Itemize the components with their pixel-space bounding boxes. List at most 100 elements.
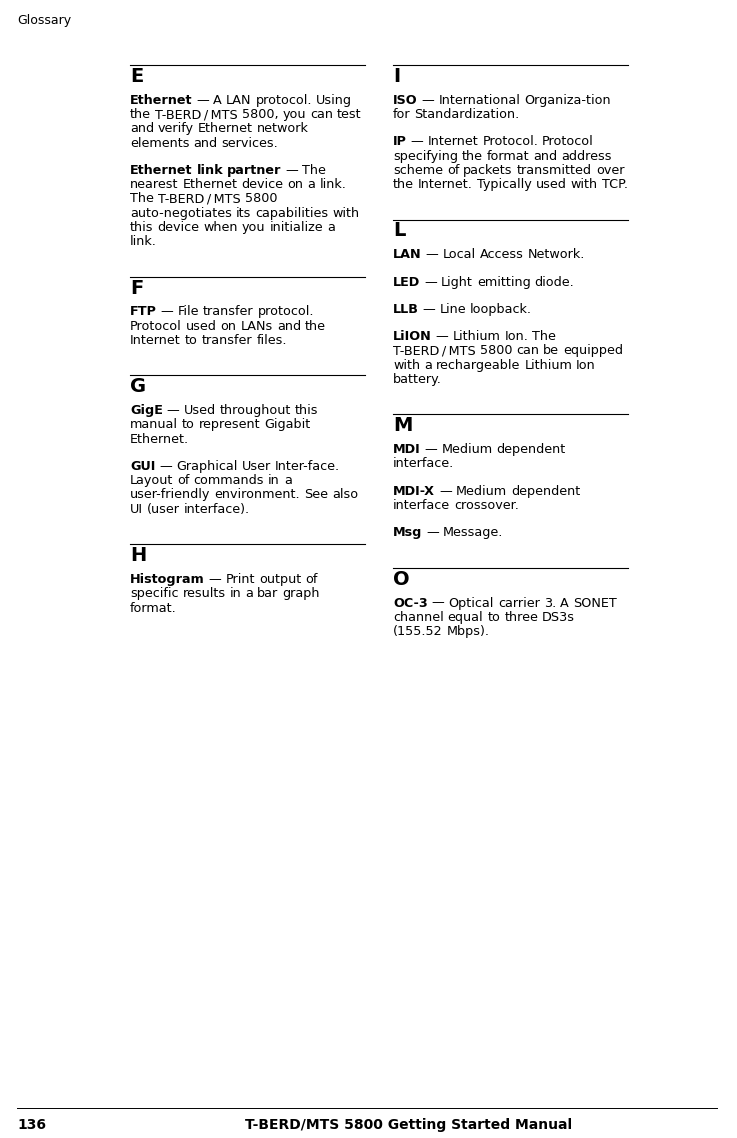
Text: elements: elements — [130, 137, 189, 149]
Text: G: G — [130, 378, 146, 396]
Text: Ethernet: Ethernet — [198, 123, 253, 135]
Text: UI: UI — [130, 503, 143, 516]
Text: this: this — [130, 221, 153, 234]
Text: —: — — [411, 135, 424, 148]
Text: carrier: carrier — [498, 596, 539, 610]
Text: International: International — [439, 93, 520, 107]
Text: —: — — [426, 248, 439, 262]
Text: equal: equal — [448, 611, 483, 624]
Text: emitting: emitting — [477, 275, 531, 289]
Text: The: The — [532, 330, 556, 344]
Text: interface).: interface). — [184, 503, 251, 516]
Text: transfer: transfer — [202, 333, 252, 347]
Text: The: The — [302, 164, 326, 176]
Text: —: — — [439, 485, 452, 497]
Text: Layout: Layout — [130, 475, 173, 487]
Text: —: — — [432, 596, 444, 610]
Text: (155.52: (155.52 — [393, 625, 443, 638]
Text: be: be — [543, 345, 559, 357]
Text: nearest: nearest — [130, 179, 178, 191]
Text: T-BERD / MTS: T-BERD / MTS — [393, 345, 476, 357]
Text: Standardization.: Standardization. — [415, 108, 520, 121]
Text: —: — — [197, 93, 209, 107]
Text: Internet.: Internet. — [418, 179, 473, 191]
Text: in: in — [230, 587, 242, 600]
Text: Light: Light — [441, 275, 473, 289]
Text: Ion: Ion — [576, 358, 596, 372]
Text: the: the — [393, 179, 414, 191]
Text: transmitted: transmitted — [517, 164, 592, 176]
Text: used: used — [536, 179, 567, 191]
Text: and: and — [534, 149, 558, 163]
Text: initialize: initialize — [270, 221, 323, 234]
Text: —: — — [425, 443, 438, 456]
Text: DS3s: DS3s — [542, 611, 575, 624]
Text: of: of — [305, 574, 318, 586]
Text: on: on — [220, 320, 237, 332]
Text: and: and — [194, 137, 217, 149]
Text: L: L — [393, 222, 405, 240]
Text: output: output — [259, 574, 301, 586]
Text: Medium: Medium — [455, 485, 507, 497]
Text: results: results — [183, 587, 226, 600]
Text: Optical: Optical — [449, 596, 494, 610]
Text: test: test — [337, 108, 362, 121]
Text: T-BERD/MTS 5800 Getting Started Manual: T-BERD/MTS 5800 Getting Started Manual — [245, 1118, 572, 1132]
Text: also: also — [332, 488, 358, 502]
Text: —: — — [159, 460, 172, 473]
Text: (user: (user — [147, 503, 180, 516]
Text: protocol.: protocol. — [256, 93, 312, 107]
Text: the: the — [130, 108, 151, 121]
Text: Local: Local — [442, 248, 475, 262]
Text: LAN: LAN — [226, 93, 251, 107]
Text: —: — — [285, 164, 298, 176]
Text: —: — — [161, 305, 174, 319]
Text: Used: Used — [184, 404, 216, 418]
Text: Glossary: Glossary — [17, 14, 71, 27]
Text: the: the — [462, 149, 483, 163]
Text: Ethernet: Ethernet — [183, 179, 237, 191]
Text: diode.: diode. — [534, 275, 574, 289]
Text: Histogram: Histogram — [130, 574, 205, 586]
Text: a: a — [307, 179, 315, 191]
Text: Gigabit: Gigabit — [265, 419, 311, 431]
Text: when: when — [203, 221, 238, 234]
Text: interface.: interface. — [393, 457, 454, 470]
Text: T-BERD / MTS: T-BERD / MTS — [155, 108, 238, 121]
Text: GUI: GUI — [130, 460, 156, 473]
Text: GigE: GigE — [130, 404, 163, 418]
Text: bar: bar — [257, 587, 279, 600]
Text: throughout: throughout — [220, 404, 291, 418]
Text: Inter-face.: Inter-face. — [275, 460, 340, 473]
Text: equipped: equipped — [563, 345, 624, 357]
Text: Network.: Network. — [528, 248, 584, 262]
Text: Medium: Medium — [441, 443, 492, 456]
Text: FTP: FTP — [130, 305, 157, 319]
Text: graph: graph — [282, 587, 320, 600]
Text: verify: verify — [158, 123, 194, 135]
Text: specific: specific — [130, 587, 178, 600]
Text: for: for — [393, 108, 411, 121]
Text: —: — — [423, 303, 436, 316]
Text: manual: manual — [130, 419, 178, 431]
Text: can: can — [516, 345, 539, 357]
Text: channel: channel — [393, 611, 444, 624]
Text: 3.: 3. — [544, 596, 556, 610]
Text: A: A — [213, 93, 222, 107]
Text: SONET: SONET — [573, 596, 616, 610]
Text: three: three — [504, 611, 538, 624]
Text: M: M — [393, 417, 413, 435]
Text: Internet: Internet — [130, 333, 181, 347]
Text: LANs: LANs — [240, 320, 273, 332]
Text: MDI: MDI — [393, 443, 421, 456]
Text: of: of — [447, 164, 459, 176]
Text: capabilities: capabilities — [255, 207, 329, 220]
Text: LiION: LiION — [393, 330, 432, 344]
Text: services.: services. — [222, 137, 279, 149]
Text: to: to — [182, 419, 195, 431]
Text: Print: Print — [226, 574, 255, 586]
Text: auto-negotiates: auto-negotiates — [130, 207, 232, 220]
Text: O: O — [393, 570, 410, 588]
Text: and: and — [130, 123, 154, 135]
Text: Mbps).: Mbps). — [447, 625, 489, 638]
